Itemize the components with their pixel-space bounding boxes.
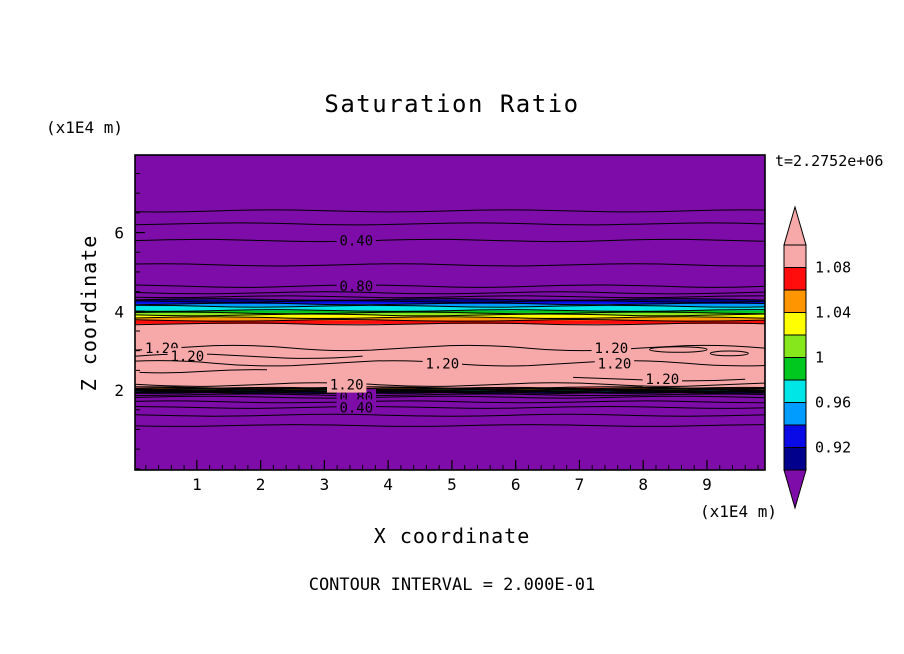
contour-line xyxy=(135,382,765,387)
contour-label-mask xyxy=(336,232,376,249)
colorbar-segment xyxy=(783,267,807,291)
colorbar-label: 1.08 xyxy=(815,259,851,277)
contour-line xyxy=(135,295,765,299)
axes: 1 2 3 4 5 6 7 8 9 2 4 6 xyxy=(114,154,766,494)
filled-band xyxy=(135,299,765,303)
plot-area: 0.400.800.800.401.20 1.201.20 1.20 1.201.20… xyxy=(135,155,765,470)
colorbar-label: 0.92 xyxy=(815,439,851,457)
x-tick-label: 7 xyxy=(575,475,585,494)
band-boundary-line xyxy=(135,322,765,326)
filled-band xyxy=(135,312,765,316)
contour-line xyxy=(135,424,765,427)
chart-title: Saturation Ratio xyxy=(324,90,579,118)
band-boundary-line xyxy=(135,391,765,395)
z-tick-label: 4 xyxy=(114,302,124,321)
plot-border xyxy=(134,154,766,471)
x-tick-label: 3 xyxy=(320,475,330,494)
filled-band xyxy=(135,155,765,301)
colorbar-segment xyxy=(783,312,807,336)
contour-label: 1.20 xyxy=(170,349,204,365)
band-boundary-line xyxy=(135,389,765,393)
contour-label: 1.20 xyxy=(598,356,632,372)
colorbar-segment xyxy=(783,289,807,313)
colorbar-segment xyxy=(783,244,807,268)
z-axis-title: Z coordinate xyxy=(77,235,101,392)
contour-label-mask xyxy=(594,355,635,372)
closed-contour xyxy=(649,346,708,353)
x-axis-title: X coordinate xyxy=(374,524,531,548)
contour-line xyxy=(139,369,268,374)
colorbar-label: 1 xyxy=(815,349,824,367)
filled-band xyxy=(135,317,765,321)
contour-line xyxy=(135,284,765,288)
filled-band xyxy=(135,393,765,470)
contour-label: 1.20 xyxy=(645,372,679,388)
contour-line xyxy=(135,405,765,409)
contour-label-mask xyxy=(336,399,376,416)
band-boundary-line xyxy=(135,313,765,317)
z-tick-label: 6 xyxy=(114,224,124,243)
filled-band xyxy=(135,303,765,307)
x-tick-label: 6 xyxy=(511,475,521,494)
band-boundary-line xyxy=(135,298,765,301)
contour-line xyxy=(135,291,765,295)
colorbar-segment xyxy=(783,447,807,471)
contour-label-mask xyxy=(327,376,367,393)
contour-label-mask xyxy=(642,371,682,387)
contour-label-mask xyxy=(167,348,207,365)
x-axis-unit-label: (x1E4 m) xyxy=(700,502,777,521)
contour-label: 1.20 xyxy=(594,341,628,357)
colorbar-segment xyxy=(783,357,807,381)
colorbar-segment xyxy=(783,424,807,448)
contour-line xyxy=(135,400,765,404)
x-tick-label: 1 xyxy=(192,475,202,494)
time-label: t=2.2752e+06 xyxy=(775,152,883,170)
x-tick-label: 9 xyxy=(702,475,712,494)
x-tick-label: 4 xyxy=(383,475,393,494)
x-tick-label: 5 xyxy=(447,475,457,494)
colorbar-segment xyxy=(783,334,807,358)
contour-interval-note: CONTOUR INTERVAL = 2.000E-01 xyxy=(309,575,596,595)
band-boundary-line xyxy=(135,304,765,308)
colorbar: 1.08 1.04 1 0.96 0.92 xyxy=(783,205,851,510)
colorbar-over-arrow xyxy=(783,205,807,246)
contour-line xyxy=(135,393,765,397)
contour-line xyxy=(135,263,765,267)
contour-label: 0.80 xyxy=(339,279,373,295)
contour-label: 1.20 xyxy=(425,356,459,372)
colorbar-under-arrow xyxy=(783,469,807,510)
band-boundary-line xyxy=(135,388,765,392)
colorbar-label: 1.04 xyxy=(815,304,851,322)
band-boundary-line xyxy=(135,302,765,306)
filled-band xyxy=(135,306,765,312)
contour-label: 0.40 xyxy=(339,400,373,416)
contour-label: 0.40 xyxy=(339,233,373,249)
filled-band xyxy=(135,320,765,325)
contour-line xyxy=(135,222,765,226)
colorbar-label: 0.96 xyxy=(815,394,851,412)
colorbar-segment xyxy=(783,402,807,426)
contour-label: 1.20 xyxy=(330,378,364,394)
contour-line xyxy=(135,238,765,243)
x-tick-label: 8 xyxy=(638,475,648,494)
contour-label-mask xyxy=(422,355,462,372)
closed-contour xyxy=(709,350,749,357)
colorbar-segment xyxy=(783,379,807,403)
z-axis-unit-label: (x1E4 m) xyxy=(46,118,123,137)
x-tick-label: 2 xyxy=(256,475,266,494)
contour-line xyxy=(135,209,765,213)
band-boundary-line xyxy=(135,300,765,303)
band-boundary-line xyxy=(135,316,765,320)
contour-label-mask xyxy=(336,278,376,295)
band-boundary-line xyxy=(135,318,765,322)
band-boundary-line xyxy=(135,311,765,315)
band-boundary-line xyxy=(135,309,765,312)
z-tick-label: 2 xyxy=(114,381,124,400)
contour-line xyxy=(135,413,765,417)
contour-line xyxy=(135,395,765,399)
contour-label-mask xyxy=(591,339,631,356)
